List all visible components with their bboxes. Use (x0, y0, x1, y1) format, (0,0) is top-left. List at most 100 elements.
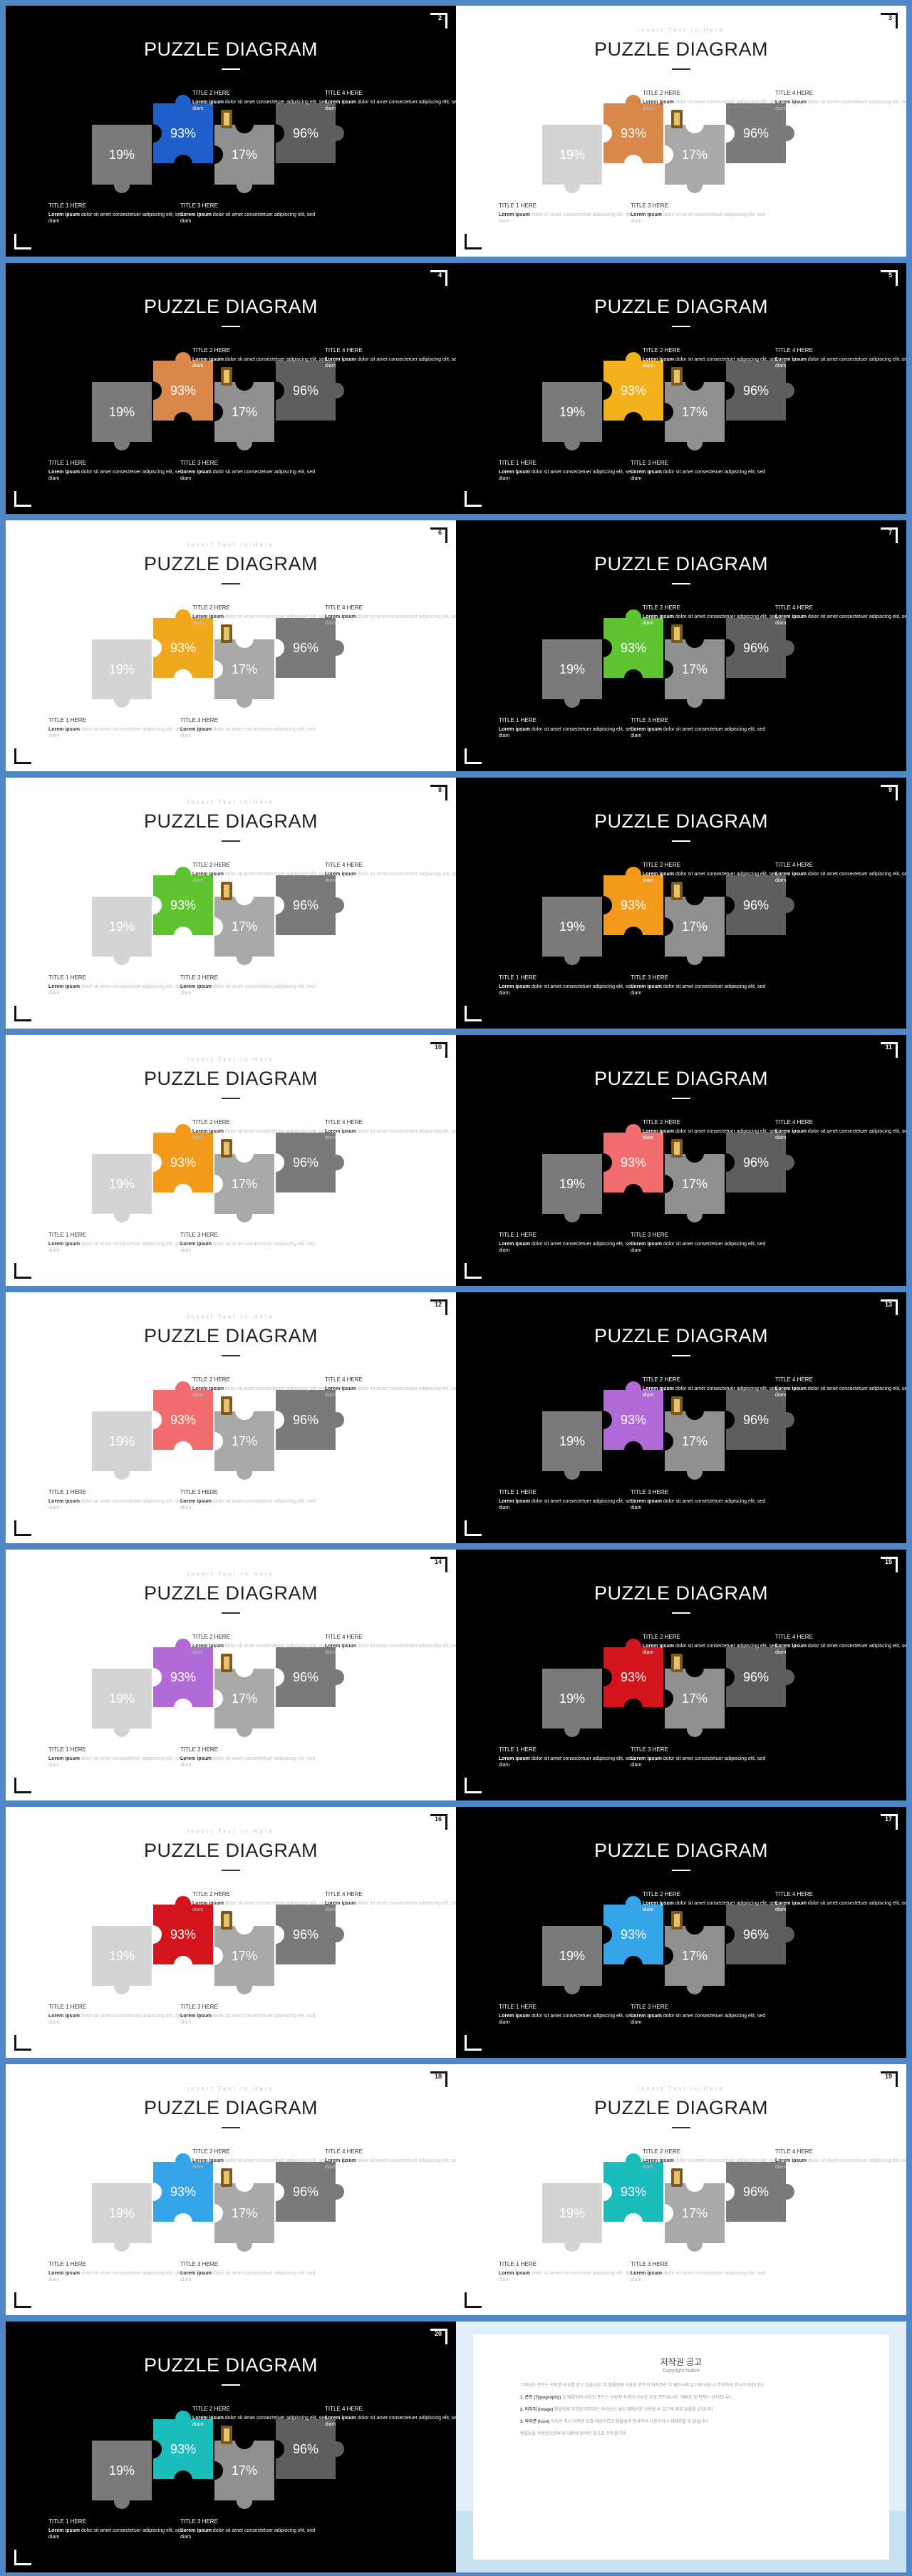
slide-17[interactable]: 17 PUZZLE DIAGRAM 19% 93% 17% 96% TITLE 2 HERE… (456, 1807, 906, 2058)
percent-label-1: 19% (559, 2206, 585, 2220)
label-title-3: TITLE 3 HERE Lorem ipsum dolor sit amet c… (180, 202, 323, 225)
label-lead: Lorem ipsum (180, 1499, 212, 1504)
label-body: dolor sit amet consectetuer adipiscing e… (775, 1901, 906, 1912)
label-title-2: TITLE 2 HERE Lorem ipsum dolor sit amet c… (643, 90, 785, 112)
label-title-4: TITLE 4 HERE Lorem ipsum dolor sit amet c… (325, 2148, 456, 2170)
label-lead: Lorem ipsum (499, 2271, 530, 2276)
puzzle-piece-4 (274, 1646, 346, 1709)
percent-label-1: 19% (559, 405, 585, 419)
corner-bracket-top-right (881, 2071, 898, 2087)
percent-label-3: 17% (232, 148, 257, 162)
corner-bracket-bottom-left (465, 1520, 482, 1536)
label-lead: Lorem ipsum (499, 470, 530, 475)
puzzle-piece-3 (213, 1925, 284, 1996)
label-lead: Lorem ipsum (325, 100, 356, 105)
label-body: dolor sit amet consectetuer adipiscing e… (180, 1499, 316, 1510)
label-lead: Lorem ipsum (631, 470, 662, 475)
label-body: dolor sit amet consectetuer adipiscing e… (192, 1901, 328, 1912)
label-body: dolor sit amet consectetuer adipiscing e… (499, 1242, 634, 1253)
puzzle-piece-4 (274, 1389, 346, 1451)
notice-intro: 고해상도 폰트는 저작권 보호를 받고 있습니다. 본 템플릿에 사용된 폰트의… (520, 2384, 765, 2388)
label-lead: Lorem ipsum (643, 1644, 674, 1649)
slide-7[interactable]: 7 PUZZLE DIAGRAM 19% 93% 17% 96% TITLE 2 HERE L… (456, 520, 906, 771)
corner-bracket-top-right (430, 527, 447, 543)
slide-number: 15 (884, 1558, 892, 1565)
label-heading: TITLE 1 HERE (48, 1746, 86, 1753)
slide-number: 3 (888, 14, 892, 21)
slide-4[interactable]: 4 PUZZLE DIAGRAM 19% 93% 17% 96% TITLE 2 HERE L… (6, 263, 456, 514)
label-lead: Lorem ipsum (48, 1499, 80, 1504)
slide-12[interactable]: 12 Insert Text In Here PUZZLE DIAGRAM 19% 93… (6, 1292, 456, 1543)
corner-bracket-top-right (430, 785, 447, 800)
label-lead: Lorem ipsum (775, 2158, 807, 2163)
corner-bracket-bottom-left (465, 234, 482, 249)
slide-10[interactable]: 10 Insert Text In Here PUZZLE DIAGRAM 19% 93… (6, 1035, 456, 1286)
slide-6[interactable]: 6 Insert Text In Here PUZZLE DIAGRAM 19% 93%… (6, 520, 456, 771)
label-body: dolor sit amet consectetuer adipiscing e… (325, 1644, 456, 1655)
label-heading: TITLE 4 HERE (325, 1119, 363, 1125)
label-title-3: TITLE 3 HERE Lorem ipsum dolor sit amet c… (180, 717, 323, 739)
slide-13[interactable]: 13 PUZZLE DIAGRAM 19% 93% 17% 96% TITLE 2 HERE… (456, 1292, 906, 1543)
percent-label-1: 19% (109, 148, 135, 162)
slide-5[interactable]: 5 PUZZLE DIAGRAM 19% 93% 17% 96% TITLE 2 HERE L… (456, 263, 906, 514)
slide-11[interactable]: 11 PUZZLE DIAGRAM 19% 93% 17% 96% TITLE 2 HERE… (456, 1035, 906, 1286)
label-body: dolor sit amet consectetuer adipiscing e… (631, 2014, 766, 2025)
slide-3[interactable]: 3 Insert Text In Here PUZZLE DIAGRAM 19% 93%… (456, 6, 906, 257)
label-title-1: TITLE 1 HERE Lorem ipsum dolor sit amet c… (48, 202, 191, 225)
percent-label-4: 96% (293, 126, 318, 140)
badge-inner-icon (224, 1657, 229, 1669)
percent-label-4: 96% (293, 641, 318, 655)
label-lead: Lorem ipsum (180, 470, 212, 475)
label-heading: TITLE 4 HERE (325, 862, 363, 868)
slide-18[interactable]: 18 Insert Text In Here PUZZLE DIAGRAM 19% 93… (6, 2064, 456, 2315)
label-title-4: TITLE 4 HERE Lorem ipsum dolor sit amet c… (325, 90, 456, 112)
badge-inner-icon (224, 113, 229, 125)
slide-subtitle: Insert Text In Here (187, 1056, 275, 1063)
slide-number: 16 (434, 1815, 442, 1823)
slide-20[interactable]: 20 PUZZLE DIAGRAM 19% 93% 17% 96% TITLE 2 HERE… (6, 2322, 456, 2572)
percent-label-1: 19% (109, 1949, 135, 1963)
notice-item-head: 1. 폰트 (Typography) (520, 2396, 561, 2400)
notice-footer: 템플릿을 사용함으로써 위 내용에 동의한 것으로 간주합니다. (520, 2432, 627, 2436)
slide-19[interactable]: 19 Insert Text In Here PUZZLE DIAGRAM 19% 93… (456, 2064, 906, 2315)
slide-14[interactable]: 14 Insert Text In Here PUZZLE DIAGRAM 19% 93… (6, 1550, 456, 1800)
title-underline (222, 2127, 240, 2128)
slide-9[interactable]: 9 PUZZLE DIAGRAM 19% 93% 17% 96% TITLE 2 HERE L… (456, 778, 906, 1029)
puzzle-piece-4 (725, 1389, 796, 1451)
label-heading: TITLE 4 HERE (325, 1376, 363, 1383)
label-heading: TITLE 4 HERE (775, 862, 813, 868)
label-body: dolor sit amet consectetuer adipiscing e… (192, 872, 328, 883)
puzzle-piece-4 (274, 1903, 346, 1966)
label-lead: Lorem ipsum (499, 1242, 530, 1247)
puzzle-piece-4 (274, 359, 346, 422)
copyright-notice-slide[interactable]: 저작권 공고 Copyright Notice 고해상도 폰트는 저작권 보호를 받… (456, 2322, 906, 2572)
badge-inner-icon (674, 1399, 680, 1412)
corner-bracket-top-right (881, 785, 898, 800)
label-title-4: TITLE 4 HERE Lorem ipsum dolor sit amet c… (775, 1119, 906, 1141)
slide-15[interactable]: 15 PUZZLE DIAGRAM 19% 93% 17% 96% TITLE 2 HERE… (456, 1550, 906, 1800)
label-body: dolor sit amet consectetuer adipiscing e… (631, 1242, 766, 1253)
puzzle-piece-4 (274, 617, 346, 679)
slide-8[interactable]: 8 Insert Text In Here PUZZLE DIAGRAM 19% 93%… (6, 778, 456, 1029)
label-heading: TITLE 1 HERE (48, 2518, 86, 2525)
label-heading: TITLE 3 HERE (631, 2004, 668, 2010)
label-heading: TITLE 3 HERE (631, 717, 668, 723)
label-heading: TITLE 4 HERE (325, 1891, 363, 1897)
label-lead: Lorem ipsum (180, 984, 212, 989)
slide-number: 9 (888, 786, 892, 793)
label-body: dolor sit amet consectetuer adipiscing e… (325, 1901, 456, 1912)
label-title-3: TITLE 3 HERE Lorem ipsum dolor sit amet c… (180, 1489, 323, 1511)
label-title-1: TITLE 1 HERE Lorem ipsum dolor sit amet c… (48, 1746, 191, 1768)
slide-16[interactable]: 16 Insert Text In Here PUZZLE DIAGRAM 19% 93… (6, 1807, 456, 2058)
corner-bracket-bottom-left (14, 1778, 31, 1793)
notice-item-head: 2. 이미지 (Image) (520, 2408, 554, 2412)
puzzle-piece-4 (725, 1646, 796, 1709)
label-body: dolor sit amet consectetuer adipiscing e… (325, 2416, 456, 2427)
percent-label-2: 93% (621, 898, 646, 912)
slide-subtitle: Insert Text In Here (187, 542, 275, 548)
corner-bracket-top-right (430, 1299, 447, 1315)
slide-2[interactable]: 2 PUZZLE DIAGRAM 19% 93% 17% 96% TITLE 2 HERE L… (6, 6, 456, 257)
title-underline (222, 840, 240, 842)
label-heading: TITLE 2 HERE (192, 2148, 230, 2155)
slide-subtitle: Insert Text In Here (187, 1828, 275, 1835)
